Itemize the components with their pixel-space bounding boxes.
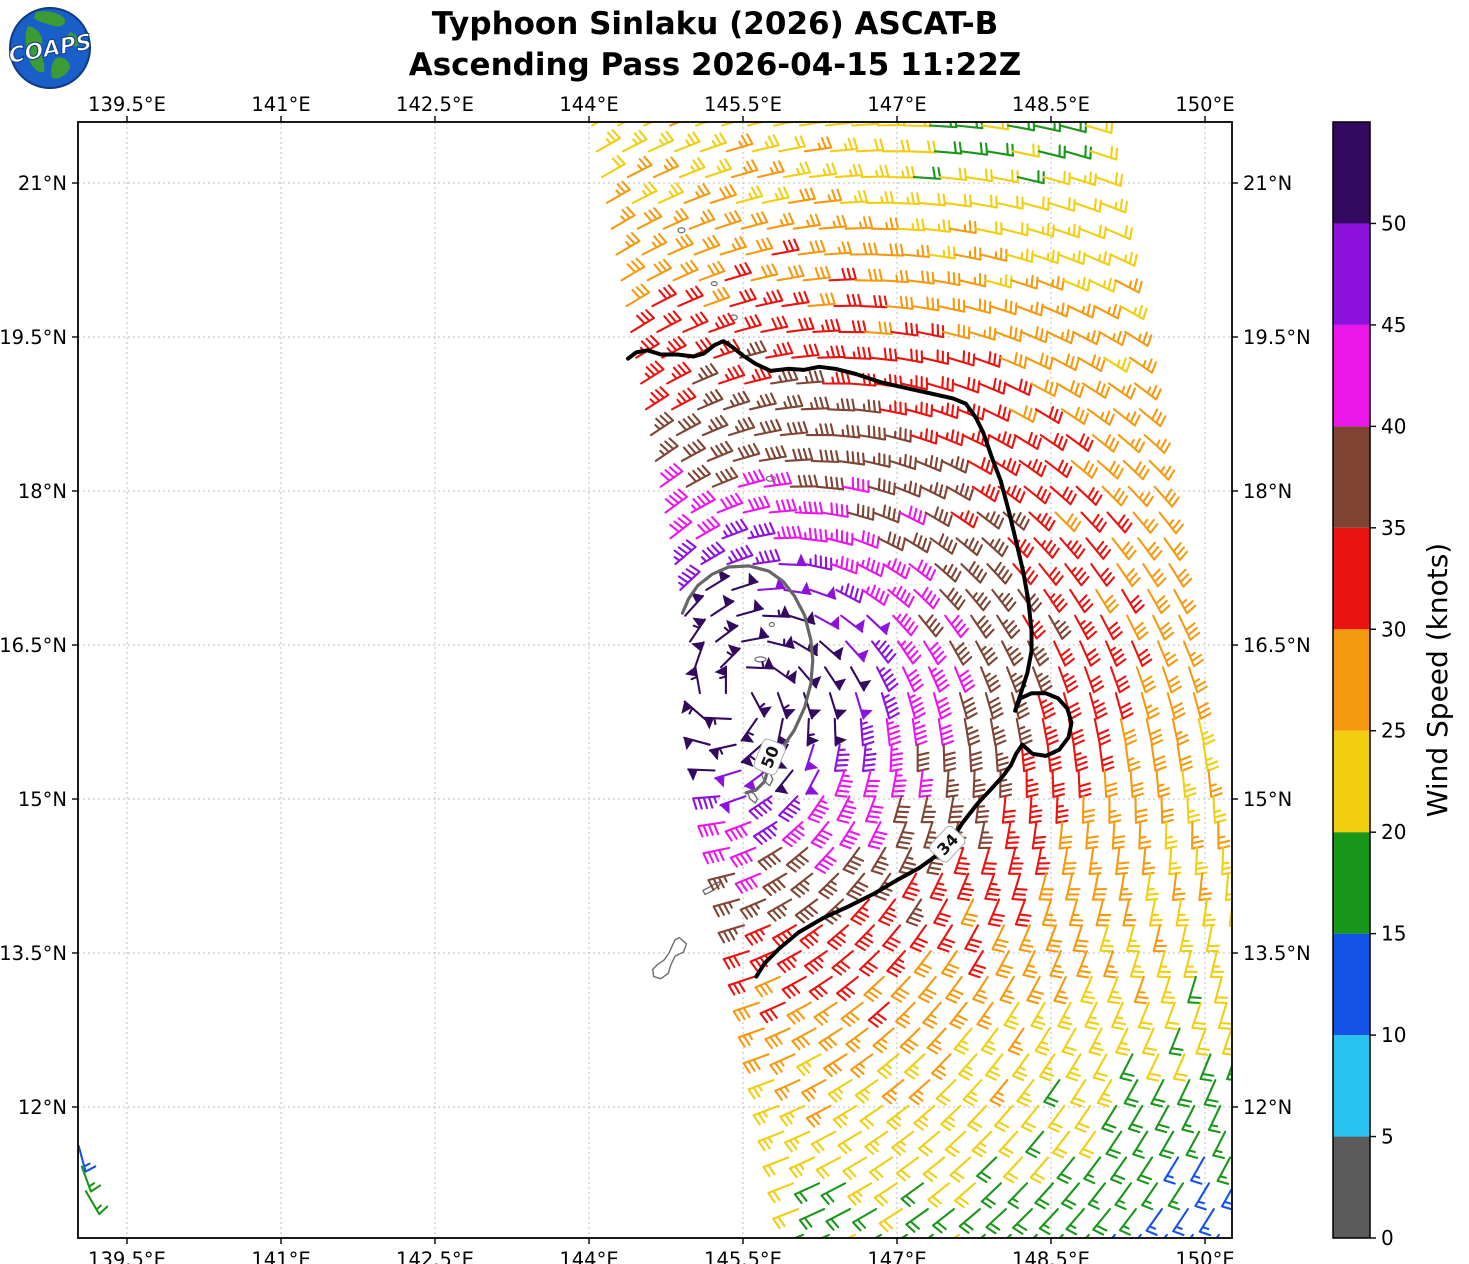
colorbar-segment xyxy=(1333,324,1370,427)
island-outline xyxy=(747,790,759,804)
axis-tick-label: 19.5°N xyxy=(1243,326,1311,349)
axis-tick-label: 13.5°N xyxy=(0,942,67,965)
axis-tick-label: 148.5°E xyxy=(1012,1248,1090,1264)
colorbar-axis-label: Wind Speed (knots) xyxy=(1421,543,1454,817)
axis-tick-label: 16.5°N xyxy=(0,634,67,657)
figure-title-line2: Ascending Pass 2026-04-15 11:22Z xyxy=(408,46,1022,83)
axis-ticks xyxy=(72,116,1238,1244)
axis-tick-label: 16.5°N xyxy=(1243,634,1311,657)
figure-title: Typhoon Sinlaku (2026) ASCAT-B Ascending… xyxy=(0,4,1430,86)
colorbar-tick-label: 40 xyxy=(1381,414,1406,438)
colorbar-tick-label: 35 xyxy=(1381,516,1406,540)
colorbar-segment xyxy=(1333,1136,1370,1238)
colorbar-tick-label: 25 xyxy=(1381,719,1406,743)
colorbar-frame xyxy=(1332,121,1371,1239)
axis-tick-label: 145.5°E xyxy=(704,1248,782,1264)
axis-tick-label: 139.5°E xyxy=(88,1248,166,1264)
islet-outline xyxy=(677,227,686,234)
axis-tick-label: 142.5°E xyxy=(396,1248,474,1264)
axis-tick-label: 142.5°E xyxy=(396,93,474,116)
axis-tick-label: 18°N xyxy=(1243,480,1292,503)
colorbar-segment xyxy=(1333,426,1370,528)
axis-tick-label: 19.5°N xyxy=(0,326,67,349)
axis-tick-label: 15°N xyxy=(1243,788,1292,811)
axis-tick-label: 141°E xyxy=(251,1248,310,1264)
colorbar-segment xyxy=(1333,832,1370,934)
axis-tick-label: 145.5°E xyxy=(704,93,782,116)
islet-outline xyxy=(754,656,767,663)
colorbar-tick-label: 50 xyxy=(1381,211,1406,235)
axis-tick-label: 139.5°E xyxy=(88,93,166,116)
axis-tick-label: 21°N xyxy=(18,172,67,195)
axis-tick-label: 144°E xyxy=(559,1248,618,1264)
coaps-logo: COAPS xyxy=(6,6,94,90)
colorbar-tick-label: 10 xyxy=(1381,1023,1406,1047)
colorbar-segment xyxy=(1333,223,1370,325)
axis-tick-label: 148.5°E xyxy=(1012,93,1090,116)
island-outline xyxy=(652,936,688,980)
axis-tick-label: 21°N xyxy=(1243,172,1292,195)
axis-tick-label: 144°E xyxy=(559,93,618,116)
coaps-globe-icon: COAPS xyxy=(6,7,94,89)
colorbar-segment xyxy=(1333,122,1370,224)
axis-tick-label: 150°E xyxy=(1175,93,1234,116)
axis-tick-labels: 139.5°E 139.5°E 141°E 141°E 142.5°E 142.5°E 14… xyxy=(0,93,1311,1264)
axis-tick-label: 150°E xyxy=(1175,1248,1234,1264)
axis-tick-label: 13.5°N xyxy=(1243,942,1311,965)
colorbar-segment xyxy=(1333,629,1370,731)
colorbar-tick-label: 20 xyxy=(1381,820,1406,844)
contour-label-50: 50 xyxy=(753,738,786,776)
axis-tick-label: 147°E xyxy=(867,1248,926,1264)
colorbar-tick-label: 0 xyxy=(1381,1226,1394,1250)
colorbar-segment xyxy=(1333,933,1370,1036)
axis-tick-label: 147°E xyxy=(867,93,926,116)
wind-barbs xyxy=(78,122,1232,1238)
axis-tick-label: 18°N xyxy=(18,480,67,503)
islet-outline xyxy=(710,281,718,287)
figure-title-line1: Typhoon Sinlaku (2026) ASCAT-B xyxy=(431,6,999,42)
colorbar-tick-label: 45 xyxy=(1381,313,1406,337)
colorbar-segment xyxy=(1333,730,1370,833)
axis-tick-label: 141°E xyxy=(251,93,310,116)
colorbar-tick-label: 5 xyxy=(1381,1125,1394,1149)
islet-outline xyxy=(768,621,775,628)
colorbar: 0 5 10 15 20 25 30 35 40 45 50 Wind Speed (knots) xyxy=(1332,121,1454,1250)
axis-tick-label: 12°N xyxy=(1243,1096,1292,1119)
axis-tick-label: 12°N xyxy=(18,1096,67,1119)
grid-lines xyxy=(78,122,1232,1238)
colorbar-segment xyxy=(1333,1035,1370,1137)
colorbar-segment xyxy=(1333,527,1370,630)
colorbar-tick-label: 30 xyxy=(1381,617,1406,641)
colorbar-tick-label: 15 xyxy=(1381,922,1406,946)
axis-tick-label: 15°N xyxy=(18,788,67,811)
plot-frame xyxy=(77,121,1233,1239)
